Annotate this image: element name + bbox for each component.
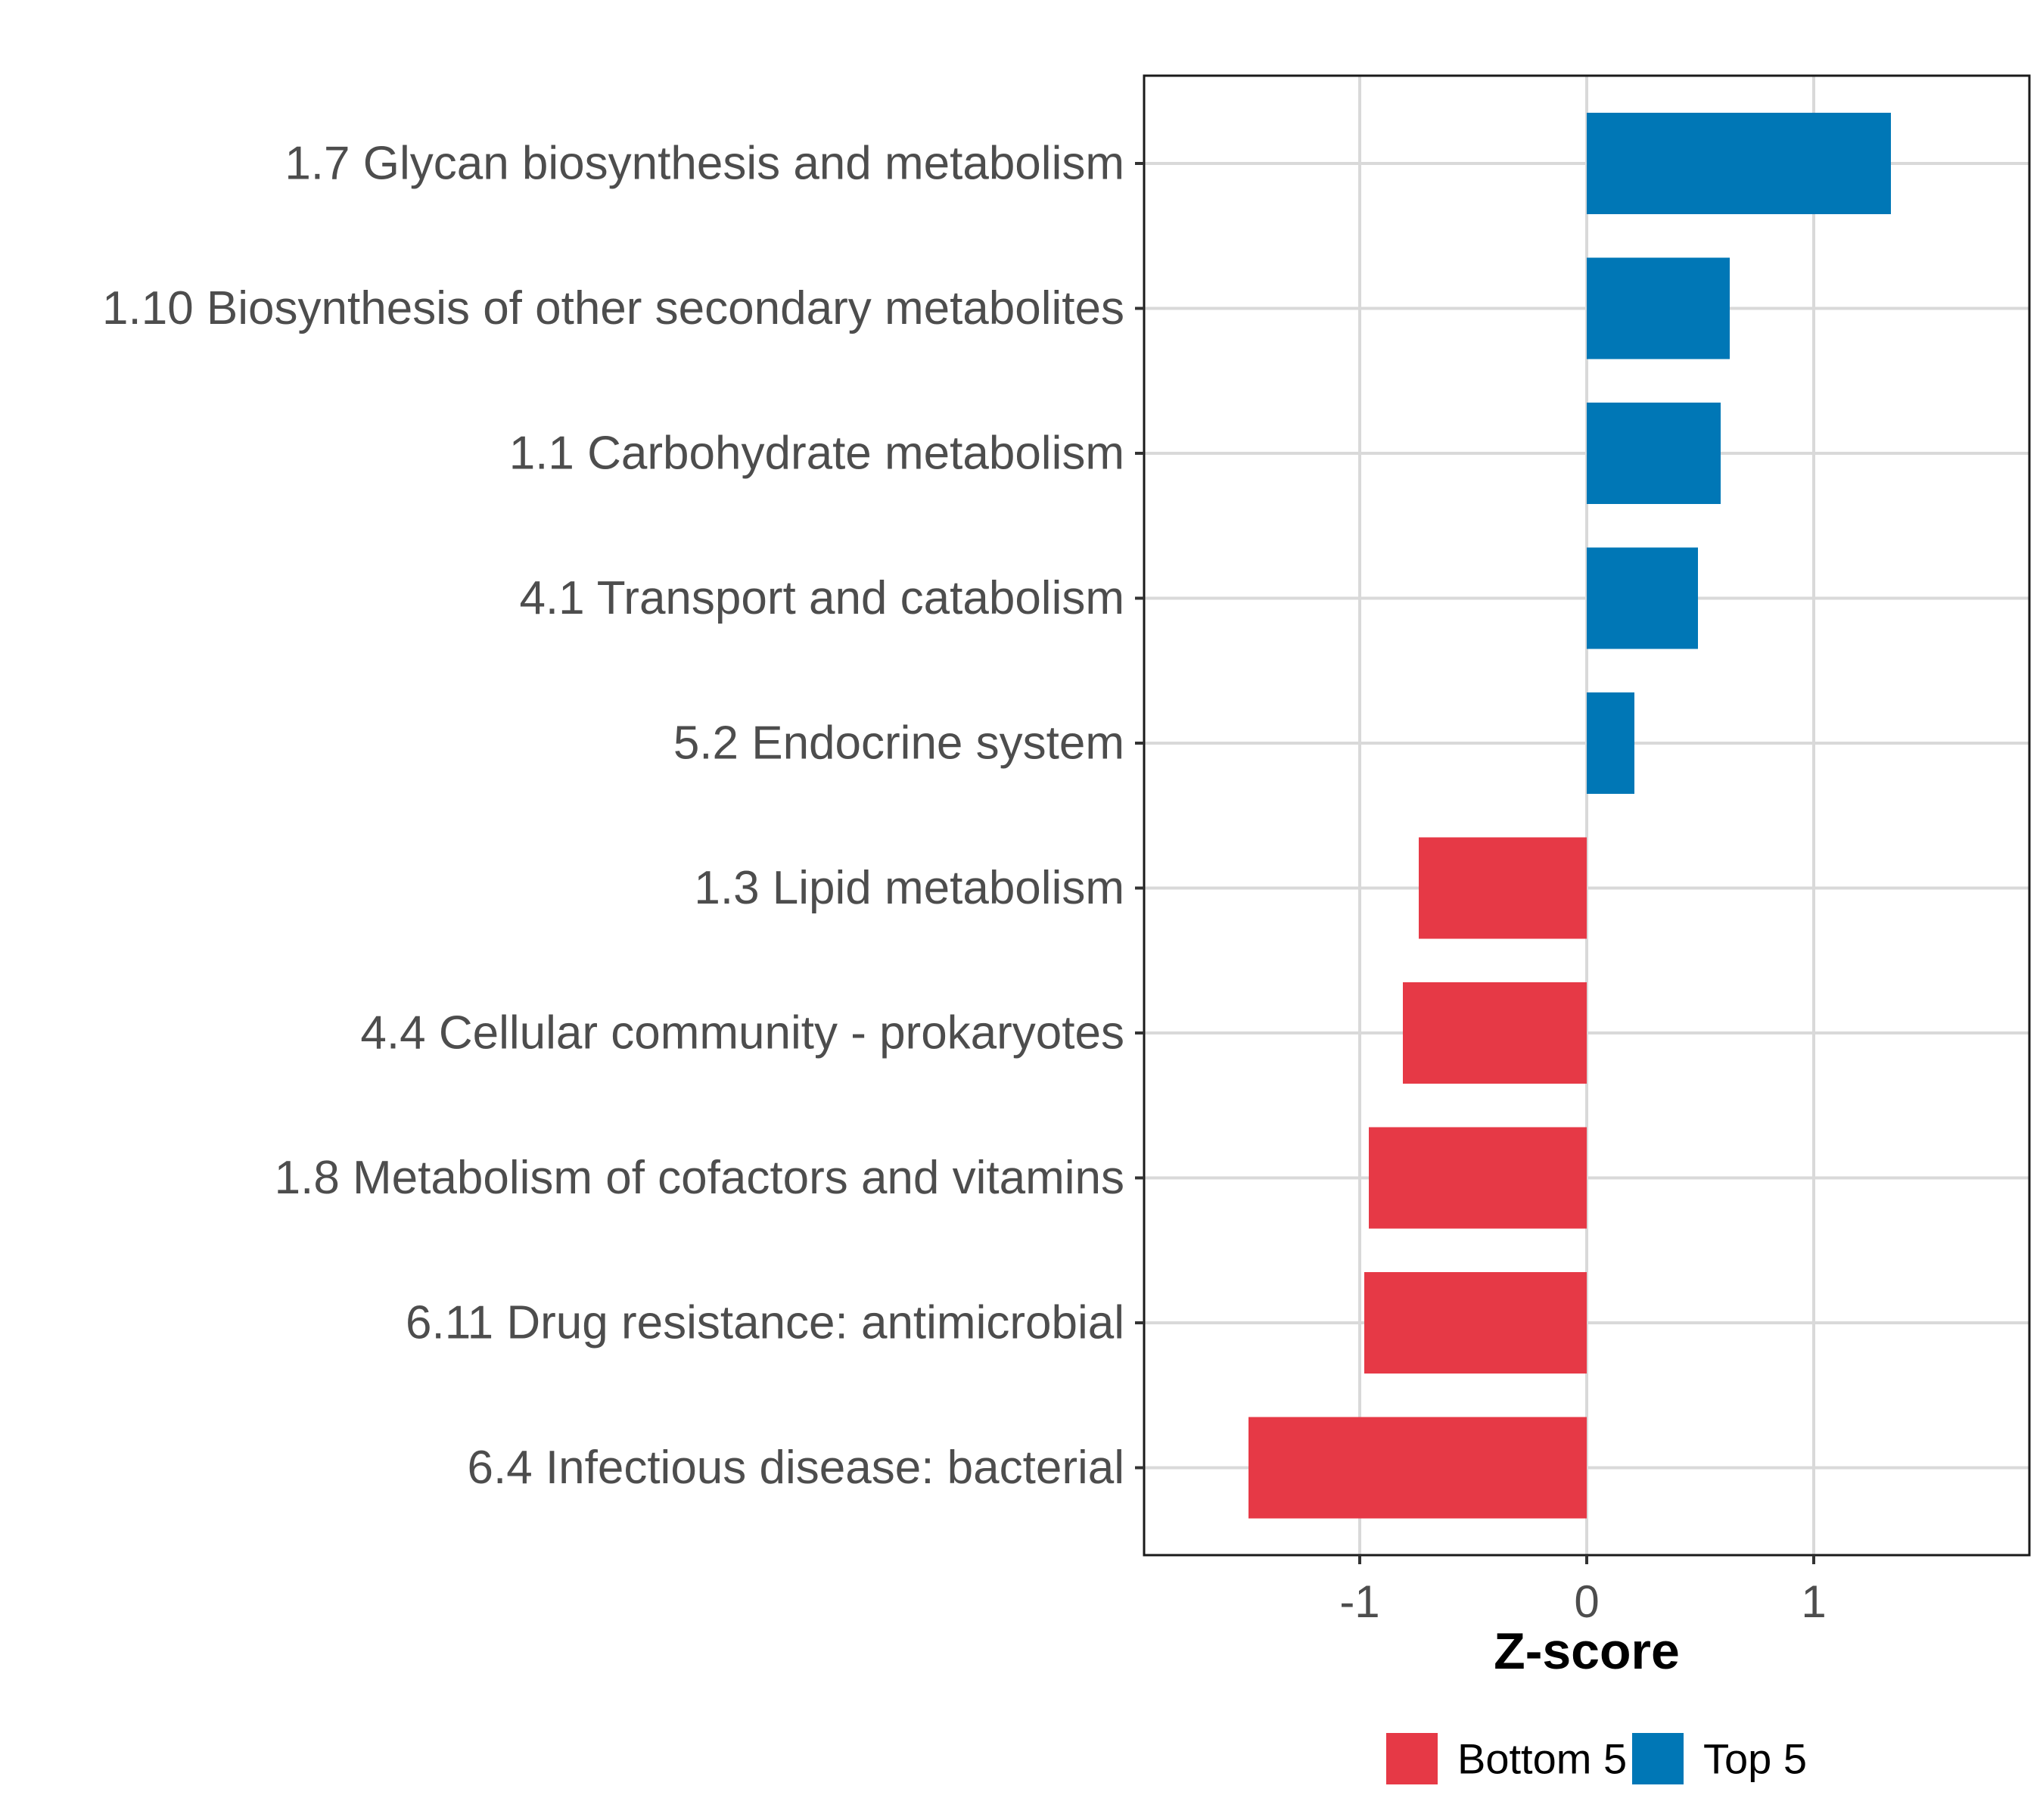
- bar-7: [1403, 982, 1587, 1084]
- category-label: 1.3 Lipid metabolism: [694, 862, 1124, 914]
- bar-1: [1587, 113, 1891, 214]
- bar-5: [1587, 692, 1634, 794]
- category-label: 5.2 Endocrine system: [673, 717, 1124, 770]
- category-label: 1.10 Biosynthesis of other secondary met…: [102, 282, 1124, 334]
- legend: Bottom 5 Top 5: [1386, 1733, 1807, 1784]
- bar-6: [1419, 837, 1587, 939]
- x-tick-label: 1: [1801, 1576, 1826, 1627]
- x-tick-label: 0: [1574, 1576, 1599, 1627]
- bar-8: [1369, 1127, 1587, 1229]
- category-label: 1.1 Carbohydrate metabolism: [509, 428, 1124, 480]
- category-label: 4.4 Cellular community - prokaryotes: [360, 1007, 1124, 1059]
- legend-label: Top 5: [1703, 1735, 1807, 1783]
- bar-2: [1587, 257, 1730, 359]
- bar-3: [1587, 403, 1721, 504]
- bar-10: [1248, 1417, 1587, 1519]
- bars: [1248, 113, 1891, 1519]
- x-axis-title: Z-score: [1494, 1622, 1680, 1680]
- x-axis: -1 0 1: [1339, 1555, 1827, 1627]
- legend-label: Bottom 5: [1457, 1735, 1627, 1783]
- legend-swatch: [1386, 1733, 1438, 1784]
- bar-9: [1364, 1272, 1587, 1374]
- x-tick-label: -1: [1339, 1576, 1379, 1627]
- category-label: 6.11 Drug resistance: antimicrobial: [406, 1297, 1124, 1349]
- y-axis: 1.7 Glycan biosynthesis and metabolism 1.…: [102, 138, 1144, 1494]
- bar-4: [1587, 547, 1698, 649]
- category-label: 4.1 Transport and catabolism: [519, 572, 1124, 624]
- legend-swatch: [1632, 1733, 1684, 1784]
- category-label: 1.7 Glycan biosynthesis and metabolism: [285, 138, 1124, 190]
- category-label: 6.4 Infectious disease: bacterial: [467, 1442, 1124, 1494]
- category-label: 1.8 Metabolism of cofactors and vitamins: [275, 1152, 1124, 1204]
